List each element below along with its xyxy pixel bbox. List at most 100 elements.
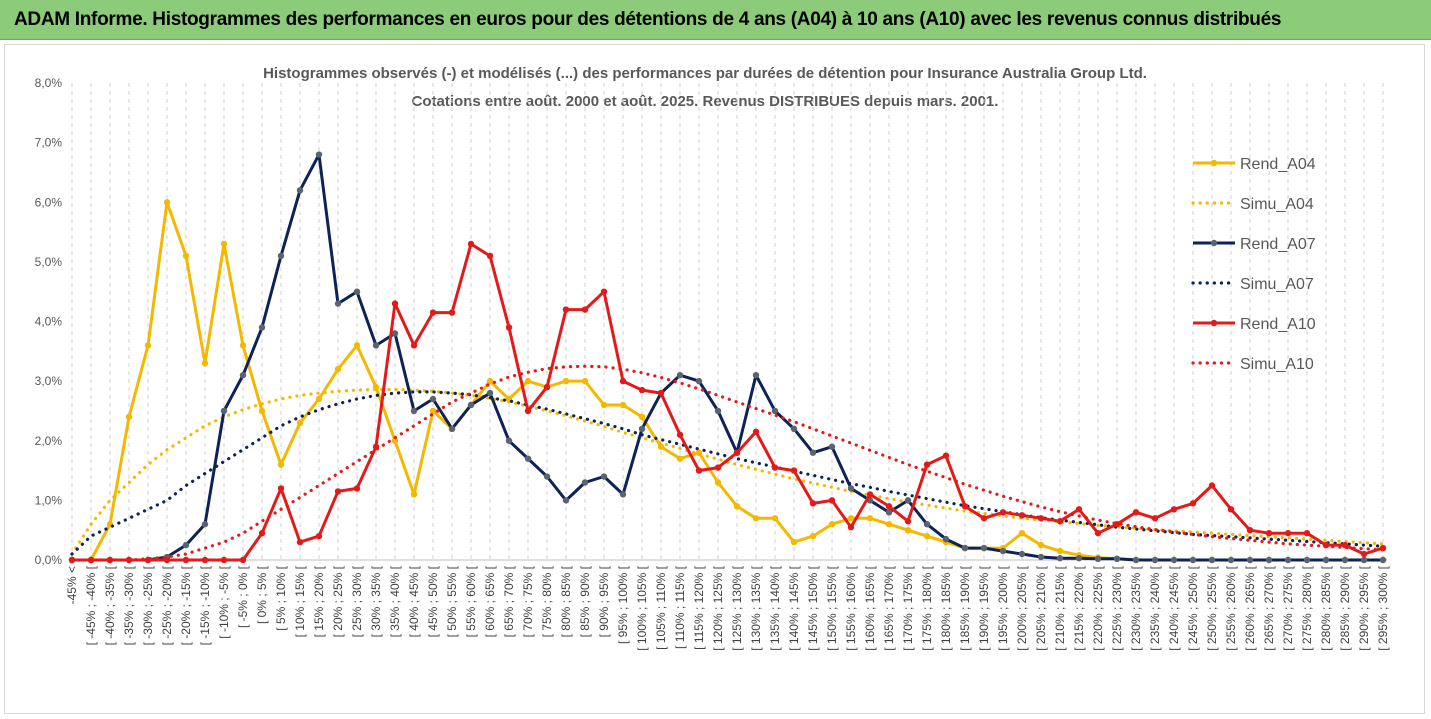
point-rend-a07 (923, 521, 931, 528)
x-tick-label: [ 275% ; 280% [ (1300, 565, 1314, 650)
point-rend-a07 (296, 187, 304, 194)
x-tick-label: [ 215% ; 220% [ (1072, 565, 1086, 650)
point-rend-a07 (201, 521, 209, 528)
point-rend-a10 (505, 324, 513, 331)
legend-label-simu-a07: Simu_A07 (1240, 276, 1314, 293)
point-rend-a10 (1170, 506, 1178, 513)
point-rend-a10 (182, 556, 190, 564)
x-tick-label: [ 100% ; 105% [ (635, 565, 649, 650)
point-rend-a04 (828, 521, 836, 528)
point-rend-a07 (353, 288, 361, 295)
y-tick-label: 2,0% (35, 434, 63, 448)
x-tick-label: [ 0% ; 5% [ (255, 565, 269, 624)
x-tick-label: [ 25% ; 30% [ (350, 565, 364, 637)
point-rend-a04 (809, 532, 817, 540)
point-rend-a10 (828, 497, 836, 504)
point-rend-a10 (980, 515, 988, 522)
point-rend-a10 (429, 309, 437, 316)
point-rend-a07 (695, 377, 703, 385)
point-rend-a07 (961, 544, 969, 552)
x-tick-label: [ -35% ; -30% [ (122, 565, 136, 645)
point-rend-a10 (638, 386, 646, 394)
point-rend-a04 (182, 252, 190, 260)
point-rend-a04 (315, 395, 323, 403)
x-tick-label: [ 165% ; 170% [ (882, 565, 896, 650)
point-rend-a04 (277, 461, 285, 468)
point-rend-a07 (980, 544, 988, 552)
point-rend-a07 (1151, 556, 1159, 564)
point-rend-a10 (1303, 529, 1311, 537)
point-rend-a07 (1094, 555, 1102, 563)
point-rend-a04 (486, 377, 494, 385)
point-rend-a07 (410, 407, 418, 415)
x-tick-label: [ 145% ; 150% [ (806, 565, 820, 650)
point-rend-a10 (1075, 506, 1083, 513)
point-rend-a10 (619, 377, 627, 385)
x-tick-label: [ 35% ; 40% [ (388, 565, 402, 637)
point-rend-a04 (524, 377, 532, 385)
point-rend-a10 (201, 556, 209, 564)
x-tick-label: [ 150% ; 155% [ (825, 565, 839, 650)
x-tick-label: [ 135% ; 140% [ (768, 565, 782, 650)
point-rend-a07 (1360, 556, 1368, 564)
point-rend-a10 (1094, 529, 1102, 537)
y-tick-label: 1,0% (35, 493, 63, 507)
legend-marker-rend-a10 (1210, 319, 1218, 327)
point-rend-a07 (1303, 556, 1311, 564)
x-tick-label: [ 90% ; 95% [ (597, 565, 611, 637)
point-rend-a07 (942, 535, 950, 543)
legend-marker-rend-a07 (1210, 239, 1218, 247)
x-tick-label: [ 190% ; 195% [ (977, 565, 991, 650)
x-tick-label: [ 110% ; 115% [ (673, 565, 687, 649)
point-rend-a07 (600, 473, 608, 480)
point-rend-a10 (106, 556, 114, 564)
point-rend-a04 (391, 437, 399, 444)
point-rend-a07 (1341, 556, 1349, 564)
point-rend-a07 (828, 443, 836, 450)
x-tick-label: [ 280% ; 285% [ (1319, 565, 1333, 650)
point-rend-a04 (638, 413, 646, 421)
point-rend-a07 (391, 330, 399, 337)
point-rend-a10 (1018, 512, 1026, 519)
point-rend-a10 (353, 485, 361, 492)
point-rend-a10 (277, 485, 285, 492)
point-rend-a10 (790, 467, 798, 474)
point-rend-a04 (353, 342, 361, 349)
point-rend-a04 (600, 401, 608, 409)
point-rend-a10 (904, 518, 912, 525)
x-tick-label: [ 230% ; 235% [ (1129, 565, 1143, 650)
x-tick-label: [ 250% ; 255% [ (1205, 565, 1219, 650)
series-line-simu-a07 (70, 390, 1385, 556)
point-rend-a04 (923, 532, 931, 540)
point-rend-a10 (315, 532, 323, 540)
point-rend-a07 (1246, 556, 1254, 564)
y-tick-label: 3,0% (35, 374, 63, 388)
point-rend-a04 (258, 407, 266, 415)
point-rend-a10 (733, 449, 741, 456)
point-rend-a04 (125, 413, 133, 421)
x-tick-label: [ 15% ; 20% [ (312, 565, 326, 637)
legend-label-rend-a04: Rend_A04 (1240, 156, 1316, 173)
point-rend-a04 (1037, 541, 1045, 549)
x-tick-label: [ 80% ; 85% [ (559, 565, 573, 637)
point-rend-a07 (1265, 556, 1273, 564)
point-rend-a04 (885, 521, 893, 528)
legend-label-rend-a10: Rend_A10 (1240, 316, 1316, 333)
point-rend-a04 (866, 515, 874, 522)
point-rend-a07 (1284, 556, 1292, 564)
x-tick-label: [ -5% ; 0% [ (236, 565, 250, 628)
point-rend-a07 (524, 455, 532, 462)
point-rend-a04 (676, 455, 684, 462)
y-tick-label: 4,0% (35, 315, 63, 329)
x-tick-label: [ 290% ; 295% [ (1357, 565, 1371, 650)
x-tick-label: [ 5% ; 10% [ (274, 565, 288, 630)
point-rend-a07 (1227, 556, 1235, 564)
point-rend-a10 (410, 342, 418, 349)
point-rend-a07 (752, 371, 760, 379)
point-rend-a07 (847, 485, 855, 492)
point-rend-a04 (847, 515, 855, 522)
point-rend-a07 (1018, 550, 1026, 558)
point-rend-a10 (258, 529, 266, 537)
x-tick-label: [ -15% ; -10% [ (198, 565, 212, 645)
point-rend-a10 (999, 509, 1007, 516)
